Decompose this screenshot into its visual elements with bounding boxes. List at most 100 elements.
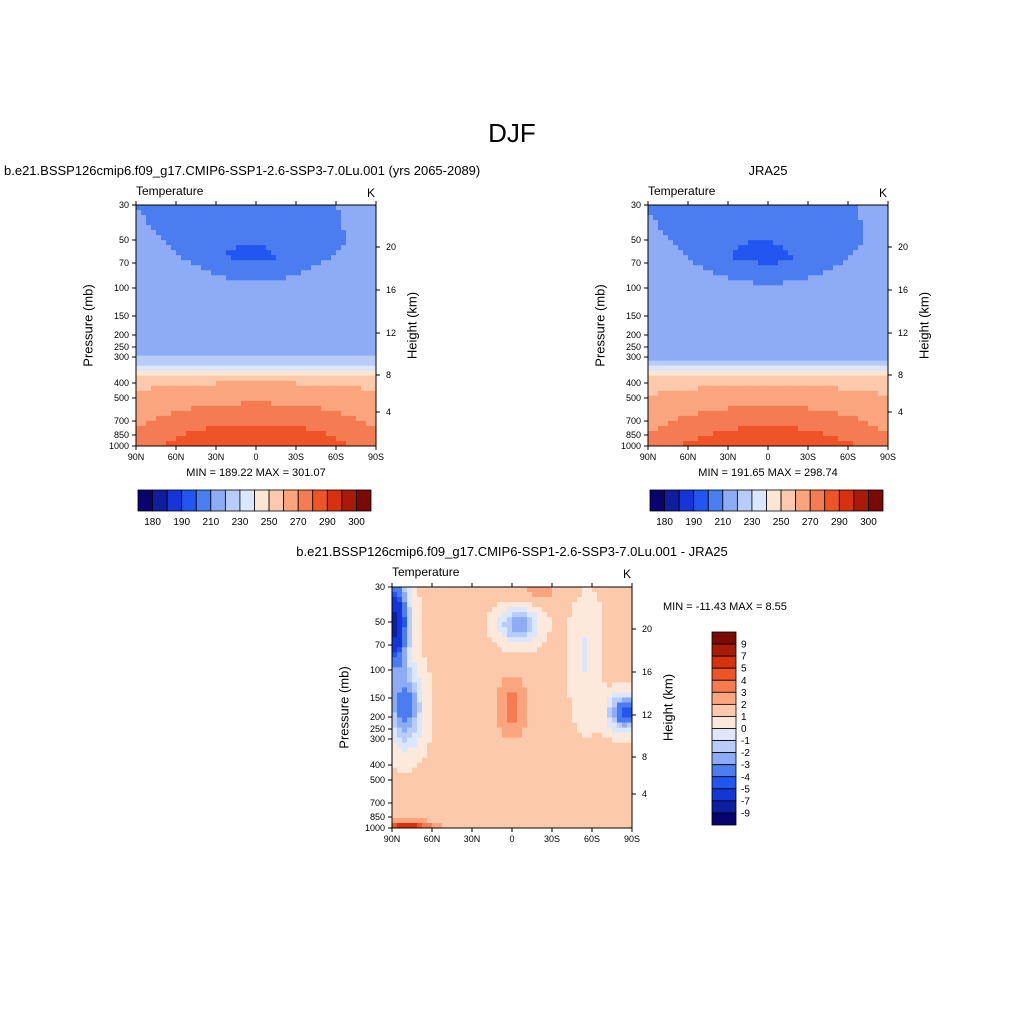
obs-cell xyxy=(788,415,794,422)
obs-cell xyxy=(783,205,789,211)
obs-cell xyxy=(683,240,689,246)
model-cell xyxy=(351,290,357,296)
model-cell xyxy=(371,350,377,357)
model-cell xyxy=(191,435,197,442)
obs-cell xyxy=(783,440,789,447)
model-cell xyxy=(291,260,297,266)
obs-cell xyxy=(773,240,779,246)
model-cell xyxy=(181,420,187,427)
obs-cell xyxy=(828,365,834,372)
obs-cell xyxy=(768,380,774,387)
model-cell xyxy=(306,415,312,422)
obs-cell xyxy=(883,365,889,372)
obs-cell xyxy=(668,280,674,286)
model-cell xyxy=(241,275,247,281)
obs-cell xyxy=(873,325,879,331)
diff-y-axis-right-label: Height (km) xyxy=(660,673,676,742)
obs-cell xyxy=(708,290,714,296)
model-cell xyxy=(321,265,327,271)
obs-cell xyxy=(678,280,684,286)
obs-cell xyxy=(873,215,879,221)
obs-cell xyxy=(773,250,779,256)
model-cell xyxy=(226,205,232,211)
model-cell xyxy=(306,390,312,397)
obs-cell xyxy=(733,280,739,286)
obs-cell xyxy=(723,290,729,296)
model-cell xyxy=(221,415,227,422)
model-cell xyxy=(226,430,232,437)
obs-cell xyxy=(693,325,699,331)
model-x-tick-label: 90S xyxy=(368,452,384,462)
obs-cell xyxy=(783,325,789,331)
model-cell xyxy=(311,340,317,346)
obs-cell xyxy=(808,320,814,326)
model-cell xyxy=(241,220,247,226)
model-cell xyxy=(236,390,242,397)
obs-cell xyxy=(668,250,674,256)
model-cell xyxy=(231,315,237,321)
model-cell xyxy=(246,330,252,336)
diff-cell xyxy=(422,602,428,608)
model-cell xyxy=(191,265,197,271)
obs-cell xyxy=(803,420,809,427)
model-cell xyxy=(161,410,167,417)
model-cell xyxy=(356,430,362,437)
obs-cell xyxy=(803,260,809,266)
model-cell xyxy=(246,205,252,211)
obs-cell xyxy=(703,435,709,442)
obs-cell xyxy=(793,355,799,362)
model-cell xyxy=(206,230,212,236)
obs-cell xyxy=(773,420,779,427)
model-cell xyxy=(281,260,287,266)
diff-cell xyxy=(482,597,488,603)
model-cell xyxy=(291,440,297,447)
model-cell xyxy=(211,205,217,211)
model-cell xyxy=(251,350,257,357)
model-cell xyxy=(286,310,292,316)
model-cell xyxy=(246,310,252,316)
model-cell xyxy=(306,345,312,351)
model-y-tick-label: 850 xyxy=(114,430,129,440)
model-cell xyxy=(186,245,192,251)
obs-cell xyxy=(663,250,669,256)
obs-cell xyxy=(843,275,849,281)
obs-cell xyxy=(773,330,779,336)
model-cell xyxy=(266,430,272,437)
model-cell xyxy=(301,320,307,326)
obs-colorbar-swatch xyxy=(809,489,826,512)
model-cell xyxy=(271,385,277,392)
model-cell xyxy=(281,400,287,407)
obs-cell xyxy=(843,380,849,387)
obs-cell xyxy=(723,260,729,266)
obs-cell xyxy=(798,350,804,357)
obs-cell xyxy=(793,205,799,211)
model-cell xyxy=(246,345,252,351)
model-cell xyxy=(316,260,322,266)
obs-cell xyxy=(698,205,704,211)
model-cell xyxy=(271,225,277,231)
obs-cell xyxy=(668,380,674,387)
model-cell xyxy=(306,360,312,367)
obs-cell xyxy=(823,205,829,211)
obs-cell xyxy=(803,250,809,256)
model-cell xyxy=(336,215,342,221)
obs-cell xyxy=(873,260,879,266)
obs-cell xyxy=(883,345,889,351)
model-cell xyxy=(166,360,172,367)
obs-cell xyxy=(728,410,734,417)
obs-cell xyxy=(833,220,839,226)
obs-cell xyxy=(648,275,654,281)
obs-cell xyxy=(858,315,864,321)
model-cell xyxy=(251,270,257,276)
model-cell xyxy=(236,275,242,281)
model-cell xyxy=(261,245,267,251)
model-cell xyxy=(276,295,282,301)
model-cell xyxy=(311,285,317,291)
obs-cell xyxy=(858,250,864,256)
model-cell xyxy=(181,220,187,226)
model-cell xyxy=(141,275,147,281)
model-cell xyxy=(296,255,302,261)
model-cell xyxy=(141,250,147,256)
model-cell xyxy=(311,245,317,251)
model-cell xyxy=(286,420,292,427)
